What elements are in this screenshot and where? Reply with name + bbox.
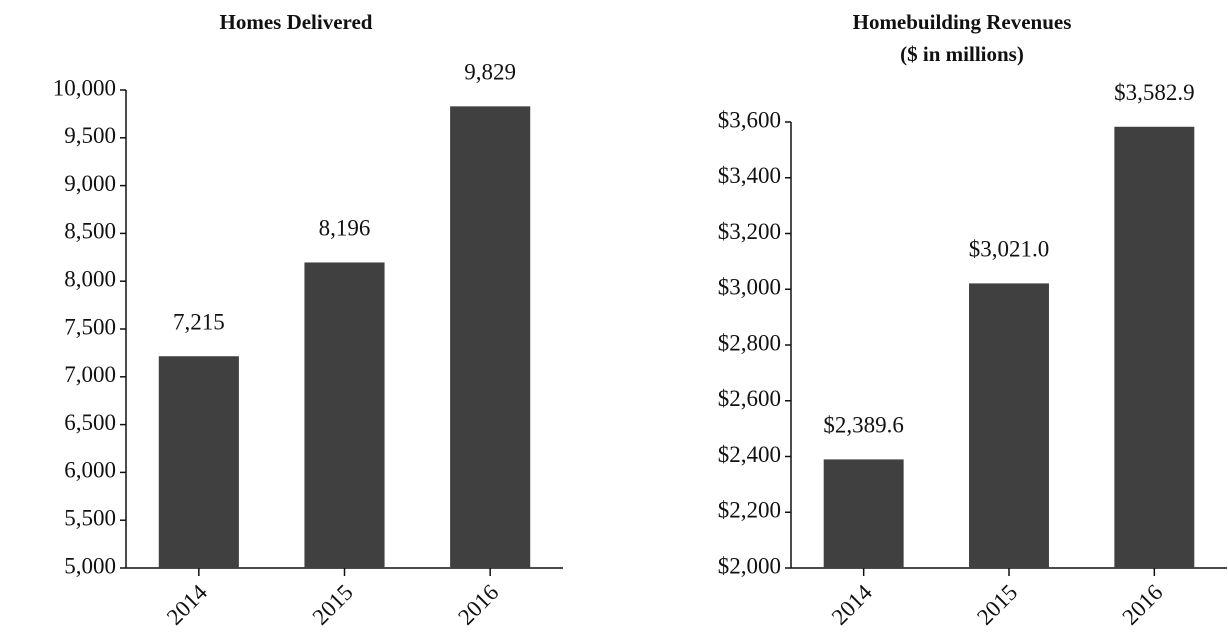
x-tick-label: 2016 xyxy=(1117,580,1167,630)
y-tick-label: 9,000 xyxy=(64,171,116,196)
data-label: $3,582.9 xyxy=(1114,80,1195,105)
y-tick-label: 8,000 xyxy=(64,266,116,291)
y-tick-label: $2,400 xyxy=(718,442,781,467)
y-tick-label: $2,600 xyxy=(718,386,781,411)
x-tick-label: 2014 xyxy=(162,579,213,630)
data-label: $2,389.6 xyxy=(823,413,904,438)
y-tick-label: $2,000 xyxy=(718,553,781,578)
y-tick-label: $3,400 xyxy=(718,163,781,188)
y-tick-label: 10,000 xyxy=(53,75,116,100)
y-tick-label: 5,000 xyxy=(64,553,116,578)
data-label: 9,829 xyxy=(464,60,516,85)
y-tick-label: 8,500 xyxy=(64,219,116,244)
bar xyxy=(158,356,239,568)
y-tick-label: 7,500 xyxy=(64,314,116,339)
data-label: 8,196 xyxy=(319,216,371,241)
bar xyxy=(304,262,385,568)
x-tick-label: 2015 xyxy=(308,580,358,630)
data-label: $3,021.0 xyxy=(969,237,1050,262)
bar xyxy=(450,106,531,569)
bar xyxy=(969,283,1049,568)
y-tick-label: $2,800 xyxy=(718,330,781,355)
data-label: 7,215 xyxy=(173,310,225,335)
bar xyxy=(823,459,904,568)
bar xyxy=(1114,126,1195,568)
x-tick-label: 2015 xyxy=(972,580,1022,630)
chart-title: Homes Delivered xyxy=(220,10,373,34)
x-tick-label: 2014 xyxy=(827,579,878,630)
y-tick-label: 6,500 xyxy=(64,410,116,435)
x-tick-label: 2016 xyxy=(453,580,503,630)
y-tick-label: 6,000 xyxy=(64,458,116,483)
y-tick-label: 7,000 xyxy=(64,362,116,387)
y-tick-label: 5,500 xyxy=(64,505,116,530)
y-tick-label: $2,200 xyxy=(718,498,781,523)
y-tick-label: $3,000 xyxy=(718,275,781,300)
y-tick-label: $3,200 xyxy=(718,219,781,244)
y-tick-label: 9,500 xyxy=(64,123,116,148)
y-tick-label: $3,600 xyxy=(718,107,781,132)
chart-title: Homebuilding Revenues xyxy=(853,10,1072,34)
chart-subtitle: ($ in millions) xyxy=(900,42,1024,66)
